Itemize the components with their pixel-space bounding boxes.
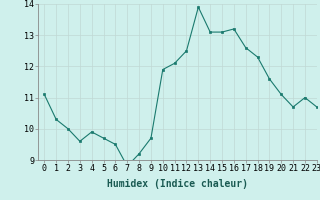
X-axis label: Humidex (Indice chaleur): Humidex (Indice chaleur) xyxy=(107,179,248,189)
